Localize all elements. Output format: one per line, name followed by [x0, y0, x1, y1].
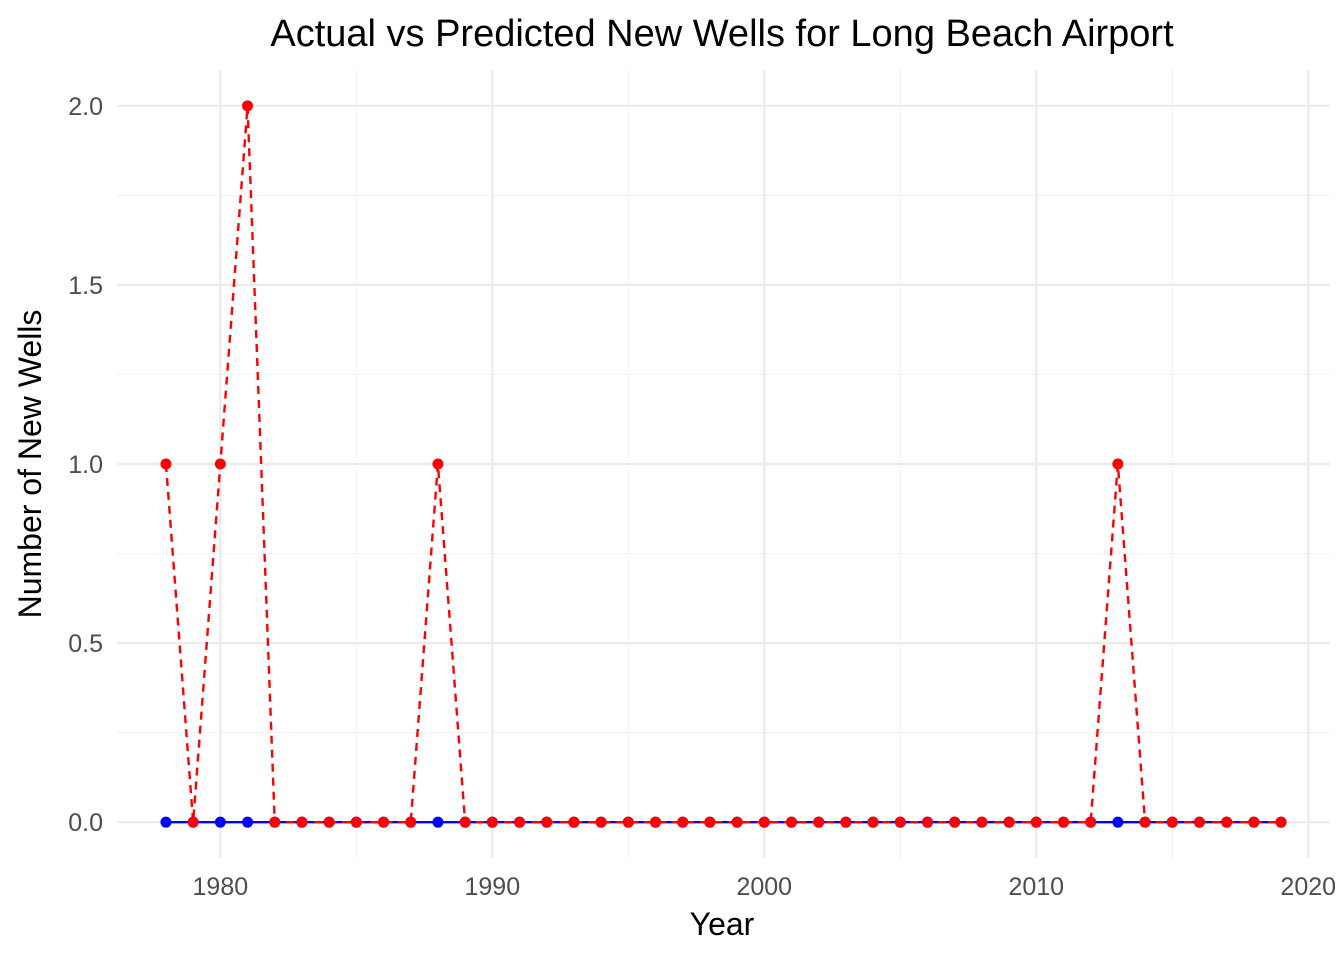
x-axis-tick-labels: 1980 1990 2000 2010 2020 [193, 873, 1337, 901]
series-2-point [541, 816, 553, 828]
series-2-point [350, 816, 362, 828]
major-gridlines [117, 70, 1330, 858]
series-2-point [1275, 816, 1287, 828]
y-tick-label: 0.5 [68, 630, 103, 658]
series-2-point [650, 816, 662, 828]
series-2-point [242, 100, 254, 112]
chart-title: Actual vs Predicted New Wells for Long B… [270, 13, 1174, 55]
y-tick-label: 2.0 [68, 93, 103, 121]
x-tick-label: 1980 [193, 873, 249, 901]
series-2-point [459, 816, 471, 828]
y-tick-label: 0.0 [68, 809, 103, 837]
series-2-point [949, 816, 961, 828]
series-2-point [187, 816, 199, 828]
series-2-point [1193, 816, 1205, 828]
series-2-point [1085, 816, 1097, 828]
series-1-point [1112, 816, 1124, 828]
series-2-point [1166, 816, 1178, 828]
x-tick-label: 1990 [465, 873, 521, 901]
series-2-point [677, 816, 689, 828]
series-2-point [785, 816, 797, 828]
y-axis-title: Number of New Wells [12, 310, 48, 619]
series-2-point [731, 816, 743, 828]
series-1-point [160, 816, 172, 828]
series-2-point [1112, 458, 1124, 470]
series-2-point [432, 458, 444, 470]
y-tick-label: 1.0 [68, 451, 103, 479]
series-2-point [160, 458, 172, 470]
series-2-point [867, 816, 879, 828]
series-2-point [813, 816, 825, 828]
series-2-point [214, 458, 226, 470]
series-2-point [1139, 816, 1151, 828]
series-2-point [486, 816, 498, 828]
series-2-point [1003, 816, 1015, 828]
series-1-point [214, 816, 226, 828]
series-2-point [976, 816, 988, 828]
series-2-point [840, 816, 852, 828]
series-2-point [1030, 816, 1042, 828]
series-2-point [378, 816, 390, 828]
series-2-point [514, 816, 526, 828]
series-2-point [1248, 816, 1260, 828]
series-2-point [269, 816, 281, 828]
series-2-point [323, 816, 335, 828]
series-2-point [595, 816, 607, 828]
y-tick-label: 1.5 [68, 272, 103, 300]
series-2-point [894, 816, 906, 828]
series-2-point [405, 816, 417, 828]
series-2-point [921, 816, 933, 828]
series-2-point [758, 816, 770, 828]
series-2-point [296, 816, 308, 828]
x-tick-label: 2020 [1280, 873, 1336, 901]
x-axis-title: Year [690, 906, 755, 942]
series-1-point [432, 816, 444, 828]
series-2-point [622, 816, 634, 828]
minor-gridlines [117, 70, 1330, 858]
y-axis-tick-labels: 0.0 0.5 1.0 1.5 2.0 [68, 93, 103, 837]
x-tick-label: 2010 [1008, 873, 1064, 901]
series-2-point [704, 816, 716, 828]
series-2-point [1221, 816, 1233, 828]
series-points [160, 100, 1287, 828]
x-tick-label: 2000 [736, 873, 792, 901]
series-1-point [242, 816, 254, 828]
series-line-2 [164, 104, 1282, 824]
series-2-point [568, 816, 580, 828]
series-2-point [1057, 816, 1069, 828]
